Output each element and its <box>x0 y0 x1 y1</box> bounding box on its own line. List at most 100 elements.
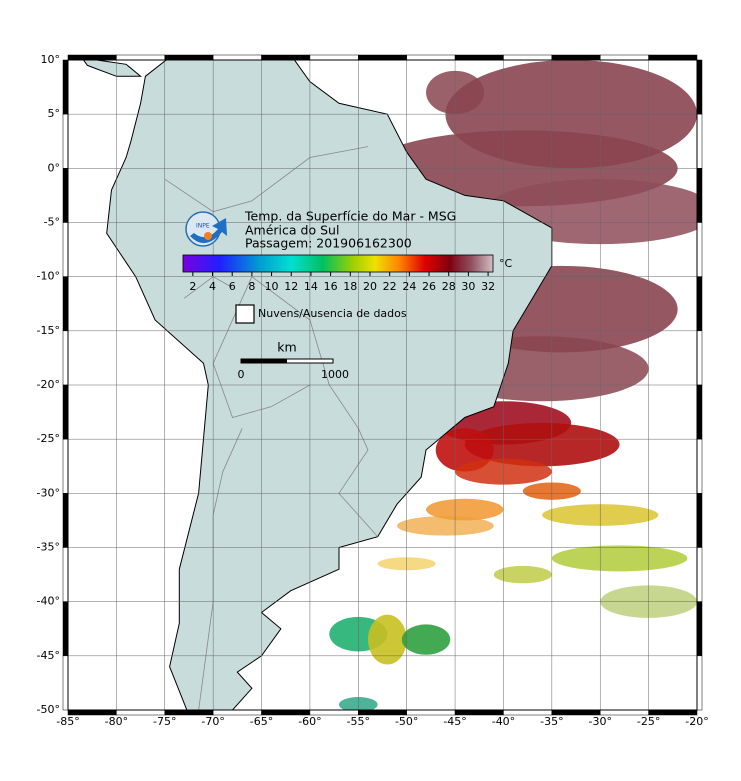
region: América do Sul <box>245 223 339 238</box>
frame-segment <box>164 54 214 61</box>
colorbar-tick-label: 22 <box>383 280 397 293</box>
lon-label: -75° <box>153 715 176 728</box>
frame-segment <box>696 276 703 332</box>
frame-segment <box>212 54 262 61</box>
lat-label: -25° <box>37 432 60 445</box>
colorbar-ticks: 2 4 6 8 10 12 14 16 18 20 22 24 26 28 30 32 <box>189 272 495 293</box>
frame-segment <box>503 54 553 61</box>
lon-label: -30° <box>588 715 611 728</box>
lat-label: -40° <box>37 595 60 608</box>
sst-patch <box>493 565 552 584</box>
frame-segment <box>696 601 703 657</box>
scale-label: 1000 <box>321 368 349 381</box>
frame-segment <box>62 493 69 548</box>
pass-time: Passagem: 201906162300 <box>245 236 412 251</box>
lat-label: 0° <box>48 161 61 174</box>
frame-segment <box>696 168 703 223</box>
frame-segment <box>696 59 703 115</box>
lon-label: -25° <box>637 715 660 728</box>
frame-segment <box>406 54 456 61</box>
frame-segment <box>62 438 69 494</box>
frame-segment <box>261 54 311 61</box>
frame-segment <box>67 54 117 61</box>
frame-segment <box>648 54 698 61</box>
frame-segment <box>551 54 601 61</box>
lon-label: -35° <box>540 715 563 728</box>
scale-label: 0 <box>238 368 245 381</box>
frame-segment <box>696 547 703 602</box>
logo: INPE <box>185 211 227 247</box>
frame-segment <box>696 384 703 440</box>
lon-label: -65° <box>250 715 273 728</box>
title: Temp. da Superfície do Mar - MSG <box>244 209 456 224</box>
colorbar-tick-label: 8 <box>248 280 255 293</box>
sst-patch <box>401 624 451 655</box>
lat-label: -50° <box>37 703 60 716</box>
colorbar-tick-label: 28 <box>442 280 456 293</box>
legend-label: Nuvens/Ausencia de dados <box>258 307 407 320</box>
lon-label: -70° <box>201 715 224 728</box>
frame <box>62 54 703 716</box>
frame-segment <box>309 54 359 61</box>
frame-segment <box>62 168 69 223</box>
frame-segment <box>62 113 69 169</box>
colorbar <box>182 254 494 273</box>
frame-segment <box>696 330 703 386</box>
logo-text: INPE <box>196 223 210 230</box>
legend-swatch <box>235 304 255 324</box>
colorbar-tick-label: 10 <box>265 280 279 293</box>
lat-label: -35° <box>37 541 60 554</box>
lon-label: -80° <box>105 715 128 728</box>
frame-segment <box>696 222 703 277</box>
sst-patch <box>367 614 407 665</box>
colorbar-tick-label: 16 <box>324 280 338 293</box>
lat-label: -45° <box>37 649 60 662</box>
colorbar-tick-label: 12 <box>284 280 298 293</box>
sst-patch <box>551 545 688 572</box>
colorbar-tick-label: 26 <box>422 280 436 293</box>
map-area <box>68 60 697 710</box>
lat-label: -15° <box>37 324 60 337</box>
lat-label: 10° <box>41 53 61 66</box>
frame-border <box>67 59 698 711</box>
frame-segment <box>62 222 69 277</box>
frame-segment <box>696 655 703 711</box>
border <box>212 363 311 418</box>
frame-segment <box>62 276 69 332</box>
colorbar-tick-label: 32 <box>481 280 495 293</box>
frame-segment <box>62 655 69 711</box>
colorbar-tick-label: 30 <box>461 280 475 293</box>
lon-label: -40° <box>492 715 515 728</box>
lon-label: -55° <box>347 715 370 728</box>
colorbar-tick-label: 18 <box>343 280 357 293</box>
frame-segment <box>62 547 69 602</box>
lat-label: 5° <box>48 107 61 120</box>
lat-label: -10° <box>37 270 60 283</box>
colorbar-unit: °C <box>499 257 513 270</box>
frame-segment <box>62 601 69 657</box>
lon-label: -45° <box>443 715 466 728</box>
lon-label: -60° <box>298 715 321 728</box>
border <box>164 146 369 213</box>
colorbar-tick-label: 6 <box>229 280 236 293</box>
frame-segment <box>62 384 69 440</box>
frame-segment <box>454 54 504 61</box>
sst-patch <box>397 516 494 536</box>
scale-unit: km <box>277 340 296 355</box>
colorbar-tick-label: 14 <box>304 280 318 293</box>
frame-segment <box>358 54 407 61</box>
frame-segment <box>116 54 166 61</box>
colorbar-tick-label: 20 <box>363 280 377 293</box>
colorbar-tick-label: 2 <box>189 280 196 293</box>
frame-segment <box>599 54 649 61</box>
frame-segment <box>62 59 69 115</box>
frame-segment <box>696 493 703 548</box>
colorbar-tick-label: 4 <box>209 280 216 293</box>
lon-label: -20° <box>685 715 708 728</box>
lat-label: -5° <box>44 216 60 229</box>
lon-label: -85° <box>56 715 79 728</box>
central-america <box>82 60 142 77</box>
lat-label: -20° <box>37 378 60 391</box>
lon-label: -50° <box>395 715 418 728</box>
